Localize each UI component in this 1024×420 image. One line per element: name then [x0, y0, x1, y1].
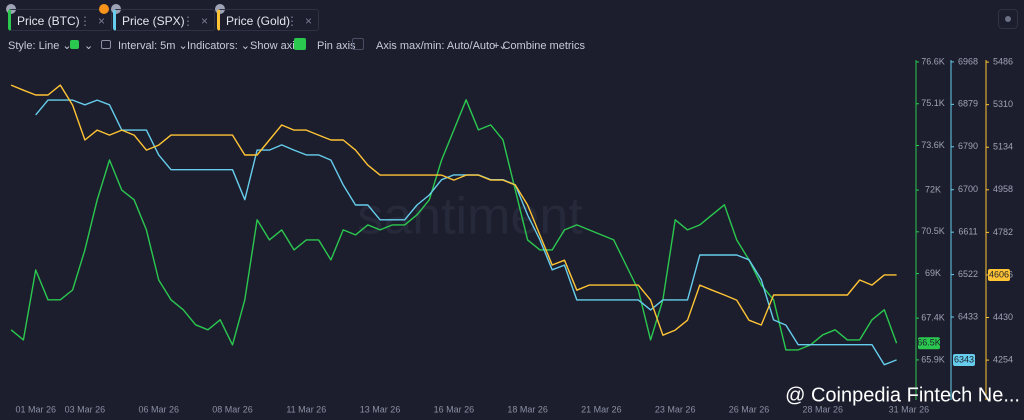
interval-select[interactable]: Interval: 5m ⌄: [118, 40, 188, 52]
x-tick-label: 08 Mar 26: [212, 404, 253, 414]
metric-tab[interactable]: Price (BTC) ⋮ ×: [8, 9, 112, 31]
y-tick-label: 4782: [993, 227, 1013, 237]
x-tick-label: 13 Mar 26: [360, 404, 401, 414]
interval-label: Interval: 5m: [118, 40, 176, 52]
y-tick-label: 4430: [993, 312, 1013, 322]
pin-axis-checkbox[interactable]: [352, 38, 364, 50]
y-tick-label: 6700: [958, 184, 978, 194]
y-tick-label: 73.6K: [921, 140, 945, 150]
current-value-badge: [953, 353, 975, 366]
overlay-text: @ Coinpedia Fintech Ne...: [785, 384, 1020, 406]
pin-axis-label: Pin axis: [317, 40, 356, 52]
y-tick-label: 4254: [993, 354, 1013, 364]
tab-label: Price (Gold): [226, 14, 291, 28]
style-select[interactable]: Style: Line ⌄: [8, 40, 72, 52]
dropdown[interactable]: ⌄: [84, 40, 94, 52]
y-tick-label: 5310: [993, 99, 1013, 109]
current-value-label: 4606: [989, 269, 1009, 279]
current-value-label: 66.5K: [917, 338, 941, 348]
indicators-label: Indicators:: [187, 40, 238, 52]
axis-range-select[interactable]: Axis max/min: Auto/Auto ⌄: [376, 40, 508, 52]
y-tick-label: 70.5K: [921, 226, 945, 236]
x-tick-label: 18 Mar 26: [507, 404, 548, 414]
x-tick-label: 26 Mar 26: [729, 404, 770, 414]
show-axis-checkbox[interactable]: [294, 38, 306, 50]
indicators-select[interactable]: Indicators: ⌄: [187, 40, 251, 52]
x-tick-label: 03 Mar 26: [65, 404, 106, 414]
calendar-icon: [101, 40, 111, 49]
current-value-badge: [918, 337, 940, 350]
y-tick-label: 6968: [958, 56, 978, 66]
y-tick-label: 75.1K: [921, 98, 945, 108]
metric-tab[interactable]: Price (Gold) ⋮ ×: [217, 9, 319, 31]
axis-range-label: Axis max/min: Auto/Auto: [376, 40, 496, 52]
tab-label: Price (BTC): [17, 14, 80, 28]
y-tick-label: 72K: [925, 184, 941, 194]
x-tick-label: 31 Mar 26: [889, 404, 930, 414]
y-tick-label: 76.6K: [921, 56, 945, 66]
series-line: [10, 84, 897, 336]
x-tick-label: 01 Mar 26: [15, 404, 56, 414]
metric-tab[interactable]: Price (SPX) ⋮ ×: [113, 9, 215, 31]
x-tick-label: 06 Mar 26: [138, 404, 179, 414]
watermark: santiment: [357, 188, 583, 246]
y-tick-label: 4958: [993, 184, 1013, 194]
x-tick-label: 11 Mar 26: [286, 404, 326, 414]
current-value-label: 6343: [954, 354, 974, 364]
x-tick-label: 23 Mar 26: [655, 404, 696, 414]
style-label: Style: Line: [8, 40, 60, 52]
btc-icon: [99, 4, 109, 14]
y-tick-label: 69K: [925, 268, 941, 278]
tab-label: Price (SPX): [122, 14, 185, 28]
y-tick-label: 6433: [958, 311, 978, 321]
y-tick-label: 6522: [958, 269, 978, 279]
y-tick-label: 6790: [958, 141, 978, 151]
x-tick-label: 28 Mar 26: [803, 404, 844, 414]
x-tick-label: 21 Mar 26: [581, 404, 622, 414]
y-tick-label: 6879: [958, 99, 978, 109]
y-tick-label: 6611: [958, 227, 977, 237]
y-tick-label: 5134: [993, 142, 1013, 152]
current-value-badge: [988, 268, 1010, 281]
color-swatch[interactable]: [70, 40, 79, 49]
settings-button[interactable]: [998, 9, 1018, 29]
combine-button[interactable]: + Combine metrics: [493, 40, 586, 52]
y-tick-label: 65.9K: [921, 354, 945, 364]
x-tick-label: 16 Mar 26: [434, 404, 475, 414]
combine-label: Combine metrics: [502, 40, 586, 52]
y-tick-label: 67.4K: [921, 313, 945, 323]
y-tick-label: 5486: [993, 56, 1013, 66]
show-axis-label: Show axis: [250, 40, 301, 52]
